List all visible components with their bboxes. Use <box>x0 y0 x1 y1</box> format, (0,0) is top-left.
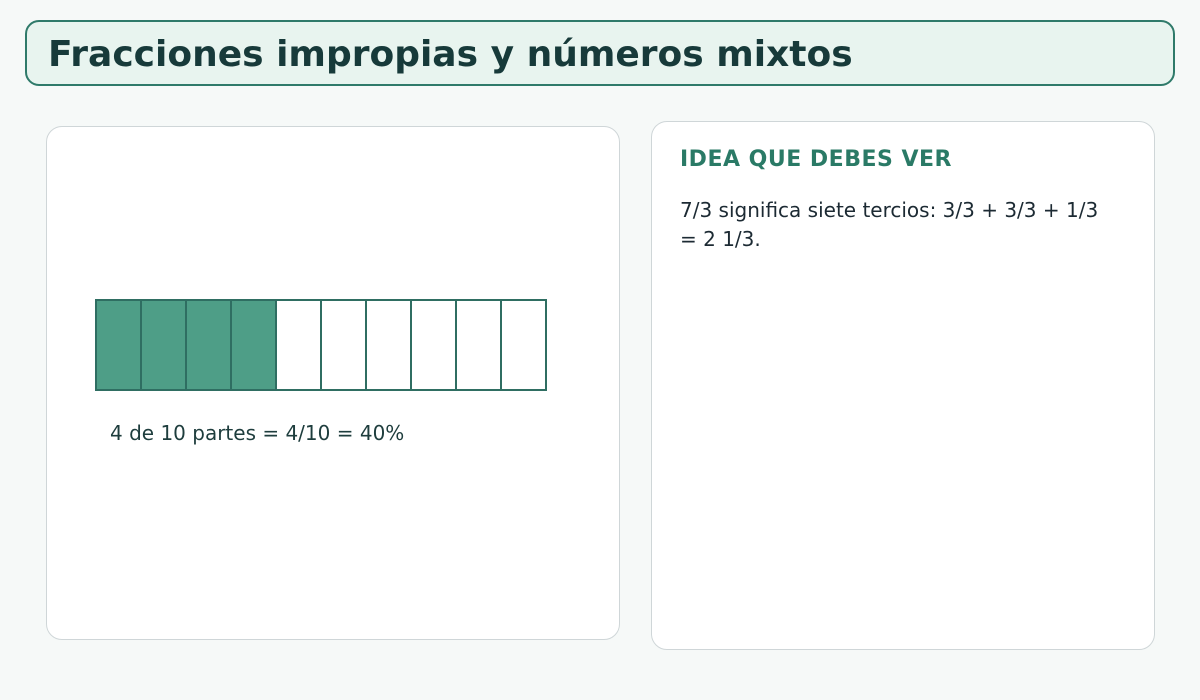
idea-panel <box>651 121 1155 650</box>
empty-part <box>320 299 367 391</box>
idea-text: 7/3 significa siete tercios: 3/3 + 3/3 +… <box>680 198 1099 251</box>
empty-part <box>275 299 322 391</box>
filled-part <box>230 299 277 391</box>
filled-part <box>140 299 187 391</box>
idea-heading: IDEA QUE DEBES VER <box>680 147 953 172</box>
title: Fracciones impropias y números mixtos <box>48 34 853 75</box>
caption: 4 de 10 partes = 4/10 = 40% <box>110 421 405 445</box>
filled-part <box>185 299 232 391</box>
header <box>25 20 1175 86</box>
filled-part <box>95 299 142 391</box>
empty-part <box>365 299 412 391</box>
empty-part <box>500 299 547 391</box>
fraction-bar <box>95 299 547 391</box>
empty-part <box>410 299 457 391</box>
empty-part <box>455 299 502 391</box>
